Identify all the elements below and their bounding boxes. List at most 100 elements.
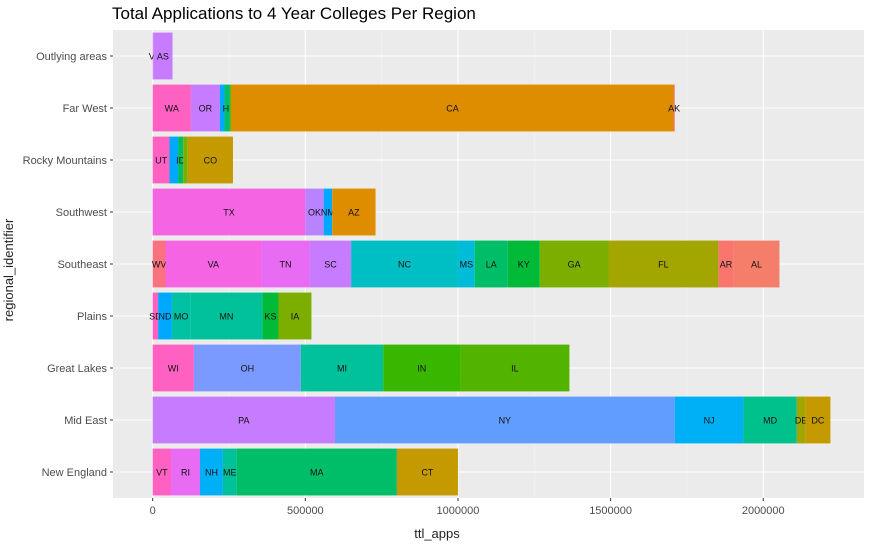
bar-segment (152, 240, 166, 288)
segment-label: GA (568, 260, 581, 270)
segment-label: ME (223, 468, 237, 478)
bar-segment (152, 292, 159, 340)
bar-segment (152, 396, 335, 444)
bar-segment (278, 292, 312, 340)
segment-label: KY (518, 260, 530, 270)
y-tick-label: Mid East (64, 415, 107, 427)
segment-label: WI (168, 364, 179, 374)
segment-label: MI (337, 364, 347, 374)
bar-segment (334, 396, 675, 444)
chart-title: Total Applications to 4 Year Colleges Pe… (112, 4, 476, 23)
segment-label: SD (149, 312, 162, 322)
segment-label: MD (763, 416, 777, 426)
segment-label: NC (398, 260, 411, 270)
bar-segment (193, 344, 301, 392)
bar-segment (231, 84, 674, 132)
bar-segment (178, 136, 184, 184)
bar-segment (222, 448, 237, 496)
x-tick-label: 2000000 (742, 505, 785, 517)
segment-label: DE (795, 416, 808, 426)
bar-segment (383, 344, 461, 392)
segment-label: FL (658, 260, 669, 270)
bar-segment (153, 32, 173, 80)
bar-segment (457, 240, 475, 288)
bar-segment (351, 240, 458, 288)
segment-label: OK (308, 208, 321, 218)
y-tick-label: Rocky Mountains (23, 155, 108, 167)
segment-label: KS (265, 312, 277, 322)
segment-label: VT (156, 468, 168, 478)
segment-label: NY (499, 416, 512, 426)
bar-segment (332, 188, 376, 236)
segment-label: AZ (348, 208, 360, 218)
bar-segment (152, 84, 191, 132)
bar-segment (152, 344, 194, 392)
bar-segment (323, 188, 333, 236)
segment-label: CA (446, 104, 459, 114)
x-axis-label: ttl_apps (414, 526, 460, 541)
bar-segment (224, 84, 230, 132)
y-tick-label: Great Lakes (47, 363, 107, 375)
segment-label: OH (241, 364, 255, 374)
segment-label: CO (204, 156, 218, 166)
segment-label: OR (199, 104, 213, 114)
bar-segment (718, 240, 734, 288)
bar-segment (300, 344, 384, 392)
segment-label: MS (460, 260, 474, 270)
bar-segment (152, 188, 306, 236)
segment-label: AR (720, 260, 733, 270)
segment-label: MN (219, 312, 233, 322)
segment-label: HI (223, 104, 232, 114)
bar-segment (183, 136, 188, 184)
y-tick-label: Plains (77, 311, 107, 323)
bar-segment (158, 292, 172, 340)
bar-segment (674, 396, 744, 444)
bar-segment (165, 240, 262, 288)
segment-label: ND (159, 312, 172, 322)
segment-label: NJ (704, 416, 715, 426)
x-tick-label: 500000 (287, 505, 324, 517)
segment-label: WV (152, 260, 167, 270)
x-tick-label: 1500000 (589, 505, 632, 517)
segment-label: VI (149, 52, 158, 62)
x-tick-label: 0 (150, 505, 156, 517)
bar-segment (152, 448, 172, 496)
bar-segment (152, 136, 170, 184)
segment-label: SC (324, 260, 337, 270)
y-tick-label: New England (42, 467, 107, 479)
bar-segment (187, 136, 233, 184)
bar-segment (673, 84, 675, 132)
segment-label: AL (751, 260, 762, 270)
bar-segment (229, 84, 232, 132)
segment-label: RI (181, 468, 190, 478)
bar-segment (396, 448, 458, 496)
bar-segment (171, 448, 201, 496)
bar-segment (796, 396, 806, 444)
segment-label: MA (310, 468, 324, 478)
segment-label: UT (155, 156, 167, 166)
bar-segment (309, 240, 352, 288)
bar-segment (171, 292, 191, 340)
segment-label: NM (321, 208, 335, 218)
segment-label: IL (511, 364, 519, 374)
y-tick-label: Far West (63, 103, 107, 115)
bar-segment (236, 448, 397, 496)
x-tick-label: 1000000 (437, 505, 480, 517)
bar-segment (190, 292, 263, 340)
y-tick-label: Southeast (57, 259, 107, 271)
segment-label: TN (279, 260, 291, 270)
bar-segment (539, 240, 609, 288)
bar-segment (169, 136, 179, 184)
bar-segment (305, 188, 324, 236)
segment-label: MO (174, 312, 189, 322)
segment-label: VA (208, 260, 219, 270)
bar-segment (219, 84, 225, 132)
bar-segment (262, 292, 279, 340)
segment-label: NH (205, 468, 218, 478)
bar-segment (805, 396, 831, 444)
segment-label: IA (291, 312, 300, 322)
y-tick-label: Southwest (56, 207, 107, 219)
segment-label: IN (417, 364, 426, 374)
y-tick-label: Outlying areas (36, 51, 107, 63)
